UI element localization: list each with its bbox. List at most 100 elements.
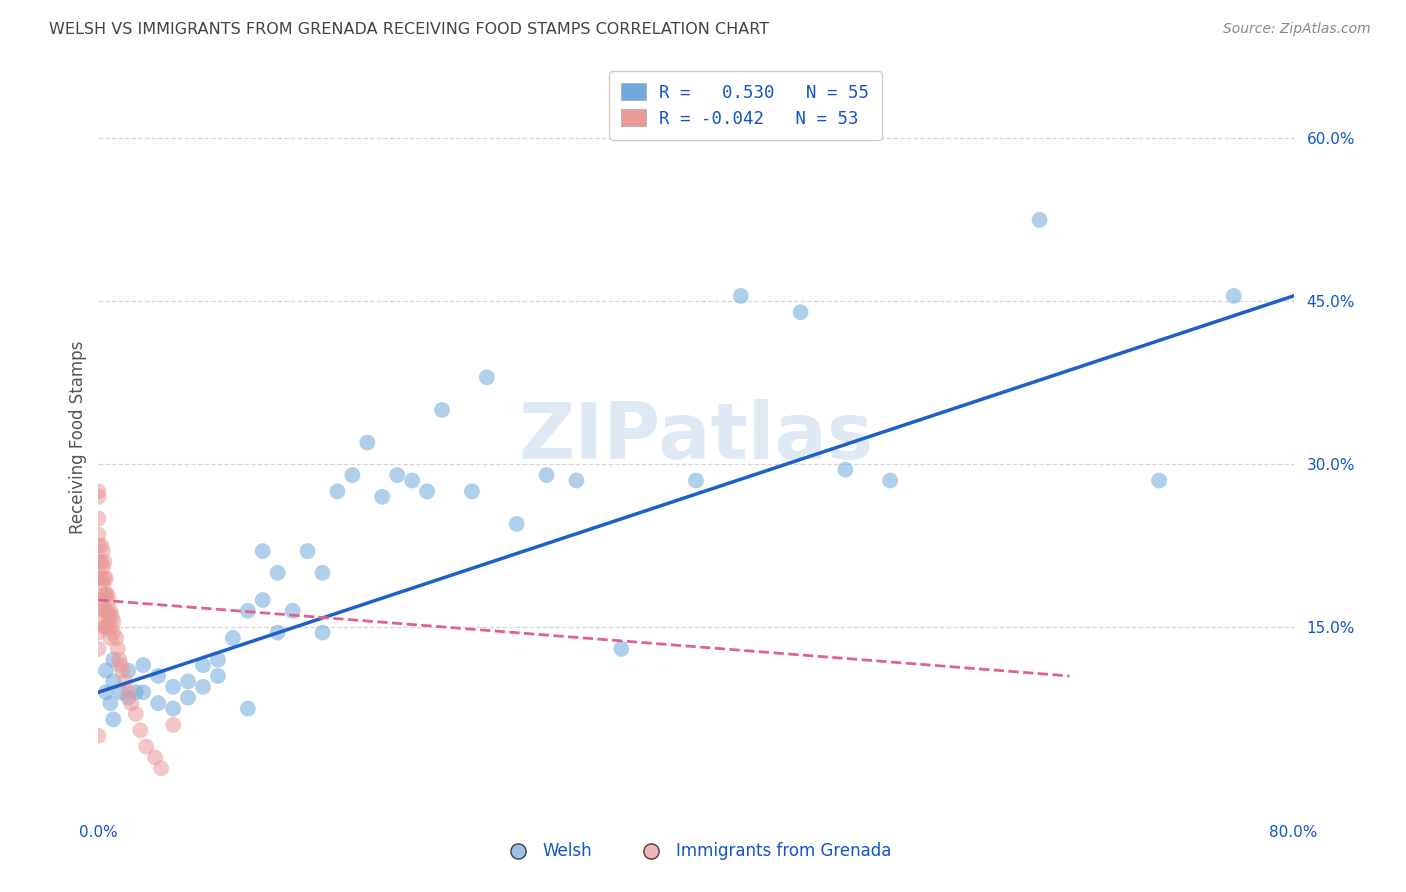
Point [96, 588, 118, 602]
Point [103, 615, 125, 629]
Point [267, 566, 290, 580]
Point [100, 696, 122, 710]
Point [129, 723, 152, 738]
Point [252, 593, 274, 607]
Point [117, 690, 139, 705]
Point [114, 674, 136, 689]
Point [236, 701, 259, 715]
Point [148, 696, 170, 710]
Point [105, 631, 128, 645]
Point [297, 544, 319, 558]
Point [107, 641, 129, 656]
Point [789, 305, 811, 319]
Point [100, 631, 122, 645]
Point [506, 516, 529, 531]
Point [91, 560, 114, 574]
Point [93, 620, 115, 634]
Point [371, 490, 394, 504]
Point [94, 588, 117, 602]
Point [93, 604, 115, 618]
Point [326, 484, 349, 499]
Point [177, 690, 200, 705]
Point [416, 484, 439, 499]
Point [252, 544, 274, 558]
Text: Source: ZipAtlas.com: Source: ZipAtlas.com [1223, 22, 1371, 37]
Point [100, 620, 122, 634]
Point [94, 664, 117, 678]
Point [1223, 289, 1246, 303]
Point [236, 604, 259, 618]
Point [222, 631, 245, 645]
Point [879, 474, 901, 488]
Point [103, 625, 125, 640]
Point [90, 539, 112, 553]
Point [91, 593, 114, 607]
Point [685, 474, 707, 488]
Point [162, 680, 184, 694]
Point [103, 713, 125, 727]
Point [100, 604, 122, 618]
Point [94, 685, 117, 699]
Point [536, 468, 558, 483]
Point [207, 669, 229, 683]
Point [1147, 474, 1170, 488]
Point [117, 664, 139, 678]
Point [87, 641, 110, 656]
Point [132, 685, 155, 699]
Point [93, 571, 115, 585]
Point [117, 685, 139, 699]
Point [401, 474, 423, 488]
Point [110, 658, 132, 673]
Point [834, 463, 856, 477]
Point [143, 750, 166, 764]
Point [87, 484, 110, 499]
Point [148, 669, 170, 683]
Point [103, 653, 125, 667]
Point [356, 435, 378, 450]
Point [87, 625, 110, 640]
Point [120, 696, 142, 710]
Point [96, 604, 118, 618]
Point [87, 555, 110, 569]
Point [342, 468, 364, 483]
Point [610, 641, 633, 656]
Point [150, 761, 173, 775]
Point [87, 490, 110, 504]
Point [87, 539, 110, 553]
Point [96, 620, 118, 634]
Y-axis label: Receiving Food Stamps: Receiving Food Stamps [69, 341, 87, 533]
Point [94, 604, 117, 618]
Point [108, 653, 131, 667]
Point [103, 674, 125, 689]
Point [91, 576, 114, 591]
Point [97, 609, 120, 624]
Point [281, 604, 304, 618]
Point [430, 403, 453, 417]
Point [125, 706, 148, 721]
Point [311, 566, 333, 580]
Point [1028, 213, 1050, 227]
Point [385, 468, 409, 483]
Point [311, 625, 333, 640]
Point [177, 674, 200, 689]
Point [162, 701, 184, 715]
Point [207, 653, 229, 667]
Text: ZIPatlas: ZIPatlas [519, 399, 873, 475]
Legend: Welsh, Immigrants from Grenada: Welsh, Immigrants from Grenada [495, 836, 897, 867]
Point [111, 664, 134, 678]
Point [93, 555, 115, 569]
Point [475, 370, 498, 384]
Point [87, 729, 110, 743]
Point [90, 571, 112, 585]
Point [461, 484, 484, 499]
Point [87, 511, 110, 525]
Point [87, 528, 110, 542]
Point [267, 625, 290, 640]
Point [191, 680, 214, 694]
Point [132, 658, 155, 673]
Point [94, 571, 117, 585]
Point [91, 544, 114, 558]
Point [93, 588, 115, 602]
Point [87, 571, 110, 585]
Point [730, 289, 752, 303]
